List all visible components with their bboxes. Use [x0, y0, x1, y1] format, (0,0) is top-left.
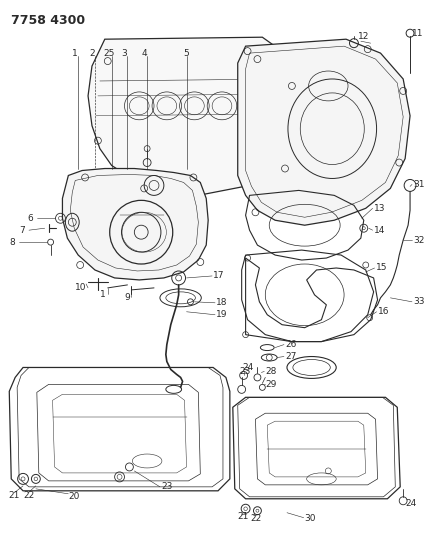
- Text: 28: 28: [265, 367, 276, 376]
- Text: 29: 29: [265, 380, 276, 389]
- Text: 8: 8: [9, 238, 15, 247]
- Text: 24: 24: [405, 499, 416, 508]
- Text: 18: 18: [216, 298, 228, 308]
- Text: 17: 17: [213, 271, 225, 280]
- Text: 22: 22: [250, 514, 262, 523]
- Text: 7: 7: [19, 225, 25, 235]
- Text: 16: 16: [377, 307, 389, 316]
- Text: 31: 31: [413, 180, 425, 189]
- Polygon shape: [238, 39, 410, 225]
- Text: 20: 20: [68, 492, 80, 502]
- Text: 23: 23: [240, 367, 251, 376]
- Text: 5: 5: [184, 49, 190, 58]
- Text: 25: 25: [103, 49, 114, 58]
- Text: 1: 1: [100, 290, 106, 300]
- Text: 6: 6: [27, 214, 33, 223]
- Text: 19: 19: [216, 310, 228, 319]
- Text: 11: 11: [412, 29, 424, 38]
- Text: 22: 22: [23, 491, 34, 500]
- Text: 24: 24: [243, 363, 254, 372]
- Text: 21: 21: [8, 491, 20, 500]
- Text: 32: 32: [413, 236, 425, 245]
- Polygon shape: [88, 37, 302, 196]
- Text: 2: 2: [89, 49, 95, 58]
- Text: 33: 33: [413, 297, 425, 306]
- Text: 14: 14: [374, 225, 385, 235]
- Text: 21: 21: [238, 512, 249, 521]
- Text: 12: 12: [358, 31, 369, 41]
- Text: 4: 4: [141, 49, 147, 58]
- Text: 27: 27: [285, 352, 296, 361]
- Text: 15: 15: [376, 263, 387, 272]
- Polygon shape: [62, 168, 208, 280]
- Text: 30: 30: [305, 514, 316, 523]
- Text: 9: 9: [125, 293, 130, 302]
- Text: 23: 23: [161, 482, 172, 491]
- Text: 3: 3: [122, 49, 128, 58]
- Text: 13: 13: [374, 204, 385, 213]
- Text: 1: 1: [72, 49, 78, 58]
- Text: 26: 26: [285, 340, 296, 349]
- Text: 10: 10: [75, 284, 87, 293]
- Text: 7758 4300: 7758 4300: [11, 14, 85, 27]
